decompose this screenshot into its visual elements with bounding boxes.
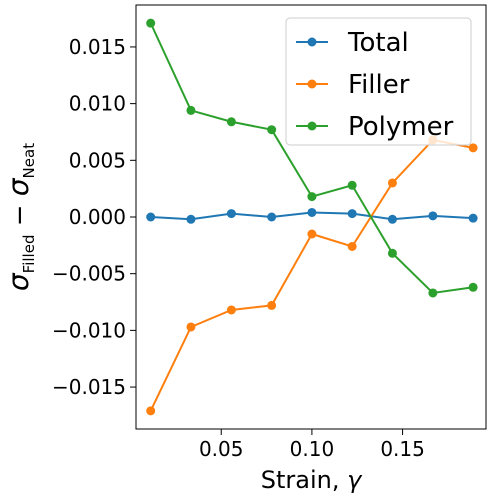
y-tick-label: −0.005 xyxy=(52,262,126,286)
legend-label-total: Total xyxy=(347,28,409,58)
data-point-filler xyxy=(307,229,317,239)
series-layer xyxy=(146,18,478,416)
data-point-polymer xyxy=(468,282,478,292)
data-point-polymer xyxy=(146,18,156,28)
data-point-polymer xyxy=(226,117,236,127)
data-point-filler xyxy=(267,300,277,310)
data-point-total xyxy=(387,214,397,224)
legend-box xyxy=(285,17,472,146)
legend: Total Filler Polymer xyxy=(285,17,472,146)
series-filler xyxy=(146,135,478,416)
data-point-filler xyxy=(387,178,397,188)
series-total xyxy=(146,207,478,224)
data-point-total xyxy=(186,214,196,224)
x-tick-label: 0.15 xyxy=(380,437,425,461)
data-point-filler xyxy=(186,322,196,332)
data-point-polymer xyxy=(307,192,317,202)
series-polymer xyxy=(146,18,478,298)
y-tick-label: 0.010 xyxy=(69,92,126,116)
y-axis-label: σFilled − σNeat xyxy=(2,143,38,291)
series-line-filler xyxy=(149,138,474,412)
data-point-total xyxy=(226,209,236,219)
data-point-filler xyxy=(226,305,236,315)
legend-entry-polymer: Polymer xyxy=(296,112,454,142)
data-point-polymer xyxy=(186,105,196,115)
y-tick-label: 0.015 xyxy=(69,35,126,59)
y-tick-label: −0.010 xyxy=(52,318,126,342)
legend-label-polymer: Polymer xyxy=(348,112,454,142)
y-tick-label: 0.005 xyxy=(69,148,126,172)
x-tick-label: 0.10 xyxy=(290,437,335,461)
legend-marker-polymer xyxy=(307,121,317,131)
legend-label-filler: Filler xyxy=(348,70,410,100)
x-axis-ticks: 0.05 0.10 0.15 xyxy=(199,429,425,461)
legend-marker-total xyxy=(307,37,317,47)
data-point-filler xyxy=(347,241,357,251)
y-tick-label: 0.000 xyxy=(69,205,126,229)
y-tick-label: −0.015 xyxy=(52,375,126,399)
data-point-polymer xyxy=(267,125,277,135)
data-point-total xyxy=(307,207,317,217)
x-axis-label: Strain, γ xyxy=(261,466,363,494)
data-point-total xyxy=(428,211,438,221)
data-point-polymer xyxy=(428,288,438,298)
data-point-polymer xyxy=(347,180,357,190)
data-point-filler xyxy=(468,143,478,153)
legend-entry-total: Total xyxy=(296,28,409,58)
x-tick-label: 0.05 xyxy=(199,437,244,461)
y-axis-ticks: −0.015 −0.010 −0.005 0.000 0.005 0.010 0.015 xyxy=(52,35,136,399)
data-point-total xyxy=(347,209,357,219)
data-point-total xyxy=(468,213,478,223)
data-point-polymer xyxy=(387,248,397,258)
data-point-filler xyxy=(146,406,156,416)
legend-entry-filler: Filler xyxy=(296,70,410,100)
data-point-total xyxy=(146,212,156,222)
legend-marker-filler xyxy=(307,79,317,89)
data-point-total xyxy=(267,212,277,222)
legend-entries: Total Filler Polymer xyxy=(296,28,454,142)
